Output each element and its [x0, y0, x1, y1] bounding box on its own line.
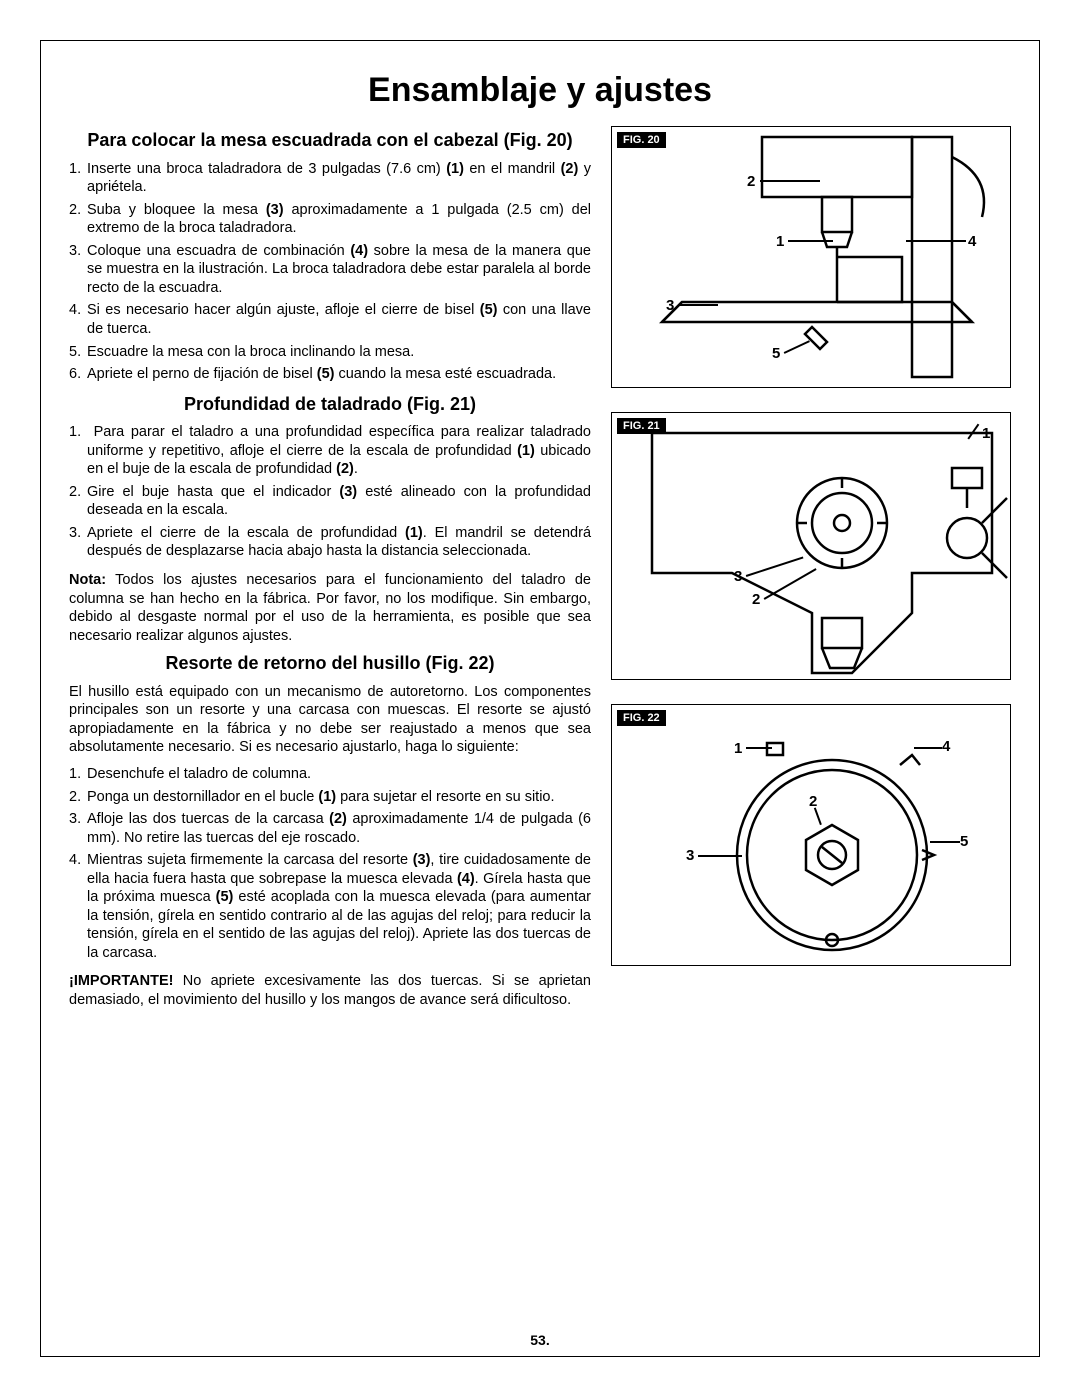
- callout-4: 4: [968, 233, 976, 250]
- figure-label: FIG. 20: [617, 132, 666, 148]
- section-heading-drilling-depth: Profundidad de taladrado (Fig. 21): [69, 394, 591, 416]
- text-column: Para colocar la mesa escuadrada con el c…: [69, 126, 591, 1018]
- list-item: Suba y bloquee la mesa (3) aproximadamen…: [87, 201, 591, 238]
- note-label: Nota:: [69, 572, 106, 588]
- two-column-layout: Para colocar la mesa escuadrada con el c…: [69, 126, 1011, 1018]
- important-paragraph: ¡IMPORTANTE! No apriete excesivamente la…: [69, 972, 591, 1009]
- callout-5: 5: [772, 345, 780, 362]
- list-item: Mientras sujeta firmemente la carcasa de…: [87, 851, 591, 962]
- section3-intro: El husillo está equipado con un mecanism…: [69, 683, 591, 757]
- note-text: Todos los ajustes necesarios para el fun…: [69, 572, 591, 644]
- section3-steps: Desenchufe el taladro de columna. Ponga …: [69, 765, 591, 962]
- figure-22: FIG. 22: [611, 704, 1011, 966]
- page-number: 53.: [530, 1332, 549, 1348]
- page-title: Ensamblaje y ajustes: [69, 71, 1011, 110]
- page-frame: Ensamblaje y ajustes Para colocar la mes…: [40, 40, 1040, 1357]
- callout-2: 2: [747, 173, 755, 190]
- list-item: Apriete el cierre de la escala de profun…: [87, 524, 591, 561]
- figure-column: FIG. 20: [611, 126, 1011, 1018]
- list-item: Para parar el taladro a una profundidad …: [87, 423, 591, 479]
- callout-2: 2: [752, 591, 760, 608]
- list-item: Escuadre la mesa con la broca inclinando…: [87, 343, 591, 362]
- figure-20: FIG. 20: [611, 126, 1011, 388]
- section1-steps: Inserte una broca taladradora de 3 pulga…: [69, 160, 591, 384]
- figure-label: FIG. 22: [617, 710, 666, 726]
- list-item: Inserte una broca taladradora de 3 pulga…: [87, 160, 591, 197]
- depth-scale-illustration: [612, 413, 1008, 677]
- note-paragraph: Nota: Todos los ajustes necesarios para …: [69, 571, 591, 645]
- callout-3: 3: [686, 847, 694, 864]
- list-item: Gire el buje hasta que el indicador (3) …: [87, 483, 591, 520]
- important-label: ¡IMPORTANTE!: [69, 973, 173, 989]
- callout-1: 1: [734, 740, 742, 757]
- callout-1: 1: [982, 425, 990, 442]
- figure-21: FIG. 21: [611, 412, 1011, 680]
- list-item: Desenchufe el taladro de columna.: [87, 765, 591, 784]
- section-heading-spindle-spring: Resorte de retorno del husillo (Fig. 22): [69, 653, 591, 675]
- callout-5: 5: [960, 833, 968, 850]
- list-item: Ponga un destornillador en el bucle (1) …: [87, 788, 591, 807]
- list-item: Apriete el perno de fijación de bisel (5…: [87, 365, 591, 384]
- list-item: Si es necesario hacer algún ajuste, aflo…: [87, 301, 591, 338]
- callout-1: 1: [776, 233, 784, 250]
- callout-4: 4: [942, 738, 950, 755]
- drill-press-illustration: [612, 127, 1008, 385]
- figure-label: FIG. 21: [617, 418, 666, 434]
- callout-3: 3: [734, 568, 742, 585]
- section-heading-table-square: Para colocar la mesa escuadrada con el c…: [69, 130, 591, 152]
- callout-3: 3: [666, 297, 674, 314]
- list-item: Coloque una escuadra de combinación (4) …: [87, 242, 591, 298]
- section2-steps: Para parar el taladro a una profundidad …: [69, 423, 591, 561]
- list-item: Afloje las dos tuercas de la carcasa (2)…: [87, 810, 591, 847]
